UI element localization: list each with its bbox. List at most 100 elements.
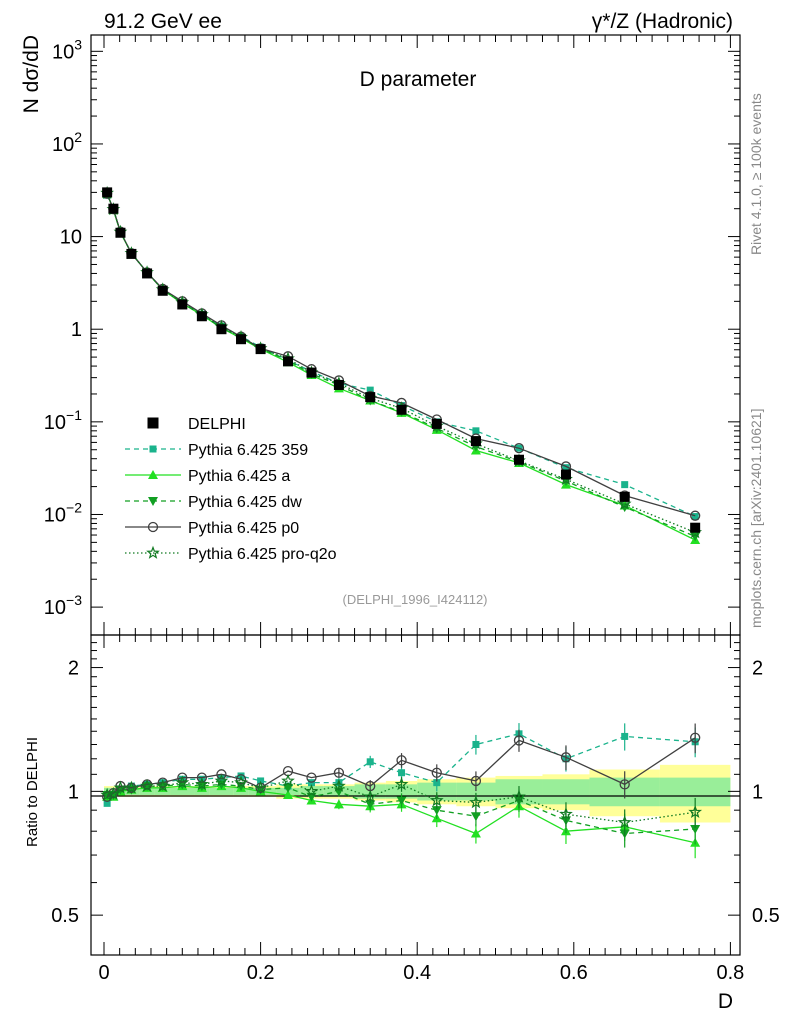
ratio-point-pythia-6-425-p0 xyxy=(470,775,482,787)
ratio-y-tick-label: 2 xyxy=(68,658,79,680)
ratio-y-axis-label: Ratio to DELPHI xyxy=(24,737,41,847)
legend-label: Pythia 6.425 dw xyxy=(188,494,302,511)
legend-marker xyxy=(146,545,160,559)
main-y-tick-label: 10−1 xyxy=(44,407,82,434)
ratio-point-pythia-6-425-p0 xyxy=(619,779,630,790)
ratio-point-pythia-6-425-dw xyxy=(431,806,442,816)
series-line-pythia-6-425-a xyxy=(106,193,696,541)
x-tick-label: 0.2 xyxy=(247,962,275,984)
legend-item-pythia-6-425-dw: Pythia 6.425 dw xyxy=(125,494,302,511)
data-point-pythia-6-425-p0 xyxy=(513,443,525,454)
x-tick-label: 0.4 xyxy=(403,962,431,984)
legend-marker xyxy=(148,497,158,506)
legend-label: Pythia 6.425 pro-q2o xyxy=(188,546,337,563)
ratio-point-pythia-6-425-359 xyxy=(398,769,406,777)
main-chart-title: D parameter xyxy=(360,68,477,91)
ratio-point-pythia-6-425-p0 xyxy=(235,774,247,785)
data-point-delphi xyxy=(560,469,571,480)
data-point-pythia-6-425-359 xyxy=(691,513,699,521)
ratio-point-pythia-6-425-p0 xyxy=(196,772,208,783)
ratio-y-tick-label: 0.5 xyxy=(51,905,79,927)
data-point-delphi xyxy=(115,227,126,238)
ratio-point-pythia-6-425-p0 xyxy=(513,735,525,746)
ratio-point-pythia-6-425-359 xyxy=(433,779,441,787)
ratio-line-pythia-6-425-p0 xyxy=(106,737,696,798)
ratio-point-pythia-6-425-359 xyxy=(217,774,225,782)
ratio-line-pythia-6-425-a xyxy=(107,785,696,844)
ratio-point-pythia-6-425-pro-q2o xyxy=(617,815,632,829)
data-point-delphi xyxy=(142,268,153,279)
main-y-tick-label: 102 xyxy=(52,129,82,156)
ratio-point-pythia-6-425-p0 xyxy=(560,752,572,763)
data-point-delphi xyxy=(157,285,168,296)
ratio-point-pythia-6-425-pro-q2o xyxy=(469,795,483,809)
legend-label: Pythia 6.425 p0 xyxy=(188,520,299,537)
ratio-point-pythia-6-425-pro-q2o xyxy=(332,778,346,792)
ratio-point-pythia-6-425-pro-q2o xyxy=(194,777,209,791)
ratio-point-pythia-6-425-pro-q2o xyxy=(304,784,319,798)
data-point-pythia-6-425-359 xyxy=(472,427,480,435)
ratio-stat-uncertainty-band xyxy=(542,779,590,805)
ratio-point-pythia-6-425-pro-q2o xyxy=(253,780,268,794)
series-delphi xyxy=(102,187,701,533)
data-point-delphi xyxy=(102,187,113,198)
ratio-point-pythia-6-425-dw xyxy=(470,812,481,822)
ratio-point-pythia-6-425-pro-q2o xyxy=(214,773,229,787)
data-point-delphi xyxy=(690,522,701,533)
main-y-tick-label: 10−2 xyxy=(44,499,82,526)
ratio-point-pythia-6-425-359 xyxy=(366,758,374,766)
ratio-line-pythia-6-425-359 xyxy=(106,733,696,804)
ratio-point-pythia-6-425-359 xyxy=(178,775,186,783)
legend-marker xyxy=(147,417,159,429)
ratio-panel-frame xyxy=(90,634,741,956)
ratio-point-pythia-6-425-a xyxy=(470,828,481,838)
main-panel-frame xyxy=(90,34,741,636)
ratio-point-pythia-6-425-pro-q2o xyxy=(155,778,170,792)
ratio-point-pythia-6-425-359 xyxy=(103,799,111,807)
ratio-point-pythia-6-425-pro-q2o xyxy=(429,793,444,807)
data-point-delphi xyxy=(196,311,207,322)
legend-marker xyxy=(149,445,157,453)
ratio-point-pythia-6-425-dw xyxy=(283,783,294,793)
ratio-y-tick-label-right: 0.5 xyxy=(752,905,780,927)
data-point-delphi xyxy=(333,379,344,390)
legend-label: Pythia 6.425 359 xyxy=(188,442,308,459)
data-point-delphi xyxy=(306,367,317,378)
ratio-point-pythia-6-425-pro-q2o xyxy=(281,773,295,787)
ratio-point-pythia-6-425-dw xyxy=(396,796,407,806)
legend-marker xyxy=(148,470,158,479)
ratio-series-pythia-6-425-p0 xyxy=(101,723,701,802)
series-pythia-6-425-a xyxy=(102,188,701,545)
legend-label: Pythia 6.425 a xyxy=(188,468,290,485)
ratio-point-pythia-6-425-pro-q2o xyxy=(559,806,573,821)
ratio-point-pythia-6-425-p0 xyxy=(365,780,376,792)
ratio-point-pythia-6-425-pro-q2o xyxy=(113,780,128,794)
ratio-point-pythia-6-425-p0 xyxy=(431,767,442,778)
ratio-point-pythia-6-425-pro-q2o xyxy=(124,780,139,794)
main-y-tick-label: 10−3 xyxy=(44,592,82,619)
ratio-point-pythia-6-425-p0 xyxy=(157,777,168,788)
data-point-delphi xyxy=(396,404,407,415)
data-point-delphi xyxy=(177,299,188,310)
legend-item-pythia-6-425-p0: Pythia 6.425 p0 xyxy=(125,520,299,537)
data-point-delphi xyxy=(365,392,376,403)
ratio-point-pythia-6-425-pro-q2o xyxy=(140,778,154,792)
side-mcplots-label: mcplots.cern.ch [arXiv:2401.10621] xyxy=(748,409,764,628)
ratio-point-pythia-6-425-p0 xyxy=(216,769,227,780)
ratio-y-tick-label-right: 2 xyxy=(752,658,763,680)
main-watermark: (DELPHI_1996_I424112) xyxy=(342,592,487,607)
header-energy-label: 91.2 GeV ee xyxy=(104,10,222,33)
series-line-pythia-6-425-pro-q2o xyxy=(106,192,696,534)
legend-marker xyxy=(147,521,159,533)
series-line-pythia-6-425-dw xyxy=(106,193,696,538)
data-point-delphi xyxy=(619,491,630,502)
legend-item-pythia-6-425-359: Pythia 6.425 359 xyxy=(125,442,308,459)
ratio-point-pythia-6-425-p0 xyxy=(306,772,317,783)
side-rivet-label: Rivet 4.1.0, ≥ 100k events xyxy=(748,93,764,255)
ratio-point-pythia-6-425-p0 xyxy=(690,732,701,743)
main-y-tick-label: 10 xyxy=(60,227,82,249)
data-point-delphi xyxy=(255,344,266,355)
ratio-stat-uncertainty-band xyxy=(299,786,324,797)
x-tick-label: 0.6 xyxy=(560,962,588,984)
